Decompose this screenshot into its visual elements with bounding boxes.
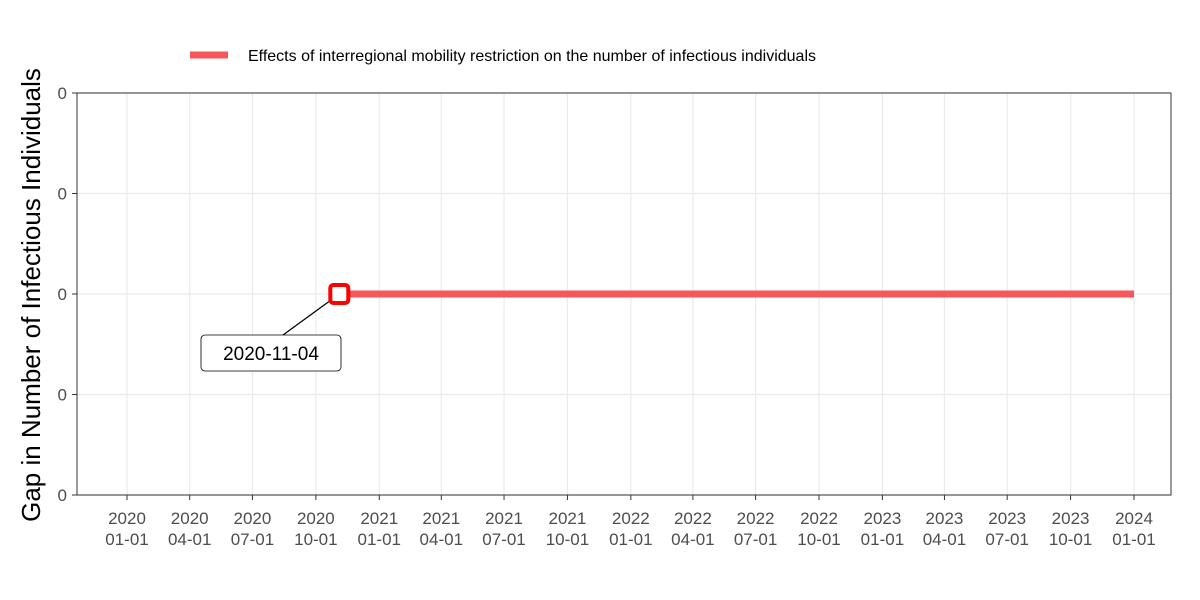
x-axis: 2020 01-01 2020 04-01 2020 07-01 2020 10-01 2021… — [105, 495, 1156, 549]
x-tick-label: 2020 04-01 — [168, 509, 211, 549]
y-tick-label: 0 — [58, 285, 67, 304]
x-tick-label: 2023 07-01 — [985, 509, 1028, 549]
x-tick-label: 2021 10-01 — [546, 509, 589, 549]
annotation-box — [200, 334, 342, 372]
x-tick-label: 2023 04-01 — [923, 509, 966, 549]
y-tick-label: 0 — [58, 486, 67, 505]
y-tick-label: 0 — [58, 185, 67, 204]
x-tick-label: 2022 01-01 — [609, 509, 652, 549]
annotation-marker — [328, 283, 351, 305]
y-axis: 0 0 0 0 0 — [58, 84, 77, 505]
x-tick-label: 2021 04-01 — [420, 509, 463, 549]
annotation-label: 2020-11-04 — [223, 344, 319, 365]
x-tick-label: 2022 04-01 — [671, 509, 714, 549]
y-tick-label: 0 — [58, 386, 67, 405]
x-tick-label: 2022 10-01 — [797, 509, 840, 549]
legend: Effects of interregional mobility restri… — [190, 48, 816, 65]
x-tick-label: 2021 01-01 — [358, 509, 401, 549]
annotation: 2020-11-04 — [200, 283, 351, 372]
y-tick-label: 0 — [58, 84, 67, 103]
x-tick-label: 2023 10-01 — [1049, 509, 1092, 549]
x-tick-label: 2023 01-01 — [861, 509, 904, 549]
x-tick-label: 2021 07-01 — [482, 509, 525, 549]
x-tick-label: 2024 01-01 — [1112, 509, 1155, 549]
legend-label: Effects of interregional mobility restri… — [248, 48, 816, 65]
x-tick-label: 2020 07-01 — [231, 509, 274, 549]
y-axis-title: Gap in Number of Infectious Individuals — [16, 68, 46, 522]
x-tick-label: 2020 10-01 — [294, 509, 337, 549]
x-tick-label: 2022 07-01 — [734, 509, 777, 549]
x-tick-label: 2020 01-01 — [105, 509, 148, 549]
